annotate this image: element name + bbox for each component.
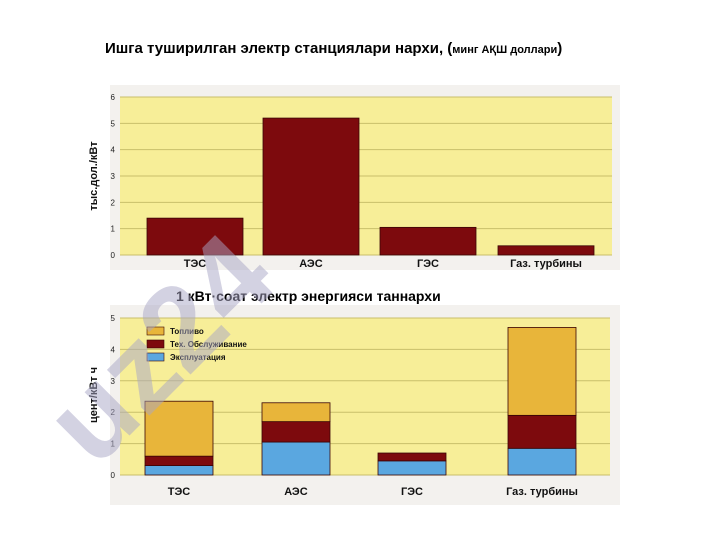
chart1-title-unit: минг АҚШ доллари xyxy=(452,44,558,56)
chart2-ytick-label: 2 xyxy=(111,408,116,417)
chart1-category-label: АЭС xyxy=(299,258,322,270)
chart1-ytick-label: 2 xyxy=(111,198,116,207)
chart1-category-label: ГЭС xyxy=(417,258,439,270)
chart2-legend-label: Тех. Обслуживание xyxy=(170,340,247,349)
chart2-bar-segment xyxy=(261,421,331,443)
chart2-bar-segment xyxy=(377,460,447,476)
chart2-category-label: ГЭС xyxy=(401,486,423,498)
chart2-bar-segment xyxy=(144,400,214,457)
chart2-title: 1 кВт·соат электр энергияси таннархи xyxy=(176,288,441,304)
chart1-title: Ишга туширилган электр станциялари нархи… xyxy=(105,40,562,57)
chart2-ytick-label: 0 xyxy=(111,471,116,480)
chart1-bar xyxy=(379,226,477,256)
chart2-ytick-label: 5 xyxy=(111,314,116,323)
chart1-bar xyxy=(497,245,595,256)
chart2-legend-swatch xyxy=(146,339,165,349)
chart2-bar-segment xyxy=(261,402,331,423)
chart2-bar-segment xyxy=(507,414,577,449)
chart2-ytick-label: 4 xyxy=(111,345,116,354)
chart2-ytick-label: 3 xyxy=(111,377,116,386)
chart1-bar xyxy=(146,217,244,256)
chart1-ytick-label: 5 xyxy=(111,119,116,128)
chart2-legend-label: Эксплуатация xyxy=(170,353,226,362)
chart1-ytick-label: 0 xyxy=(111,251,116,260)
chart1-ytick-label: 1 xyxy=(111,225,116,234)
chart1-title-main: Ишга туширилган электр станциялари нархи… xyxy=(105,40,453,57)
chart2-ytick-label: 1 xyxy=(111,440,116,449)
chart1-ytick-label: 3 xyxy=(111,172,116,181)
chart1-y-axis-label: тыс.дол./кВт xyxy=(88,141,100,211)
chart2-category-label: Газ. турбины xyxy=(506,486,578,498)
chart1-title-close: ) xyxy=(557,40,563,57)
chart1-category-label: ТЭС xyxy=(184,258,207,270)
chart2-y-axis-label: цент/кВт ч xyxy=(88,367,100,423)
chart2-category-label: АЭС xyxy=(284,486,307,498)
chart2-bar-segment xyxy=(377,452,447,462)
chart2-bar-segment xyxy=(144,455,214,466)
chart2-bar-segment xyxy=(507,327,577,416)
chart2-bar-segment xyxy=(261,441,331,476)
chart2-category-label: ТЭС xyxy=(168,486,191,498)
chart2-bar-segment xyxy=(507,447,577,476)
chart2-legend-swatch xyxy=(146,326,165,336)
chart2-legend-swatch xyxy=(146,352,165,362)
chart1-ytick-label: 6 xyxy=(111,93,116,102)
chart2-bar-segment xyxy=(144,465,214,476)
chart1-bar xyxy=(262,117,360,256)
chart2-legend-label: Топливо xyxy=(170,327,204,336)
chart1-ytick-label: 4 xyxy=(111,146,116,155)
chart1-category-label: Газ. турбины xyxy=(510,258,582,270)
